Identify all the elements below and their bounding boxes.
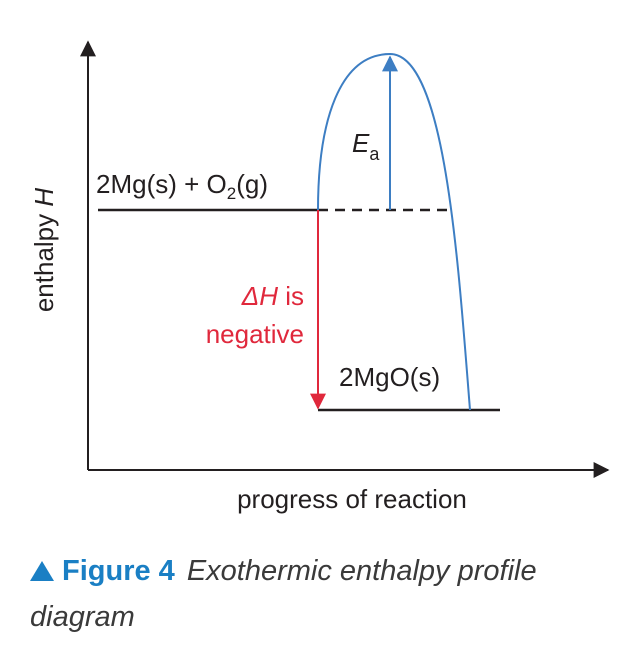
triangle-icon (30, 561, 54, 581)
x-axis-label: progress of reaction (237, 484, 467, 514)
reactants-label: 2Mg(s) + O2(g) (96, 169, 268, 203)
activation-energy-label: Ea (352, 128, 380, 164)
enthalpy-profile-diagram: enthalpy H progress of reaction 2Mg(s) +… (29, 40, 610, 514)
figure-caption: Figure 4 Exothermic enthalpy profile diag… (30, 548, 620, 640)
energy-profile-curve (317, 52, 471, 411)
reactants-subscript: 2 (227, 184, 236, 203)
delta-h-label-line1: ΔH is (241, 281, 304, 311)
y-axis-label: enthalpy H (29, 188, 59, 313)
products-label: 2MgO(s) (339, 362, 440, 392)
figure-caption-text: Exothermic enthalpy profile diagram (30, 555, 537, 633)
y-axis-symbol: H (29, 188, 59, 207)
y-axis-label-text: enthalpy (29, 214, 59, 312)
delta-h-label-line2: negative (206, 319, 304, 349)
figure-label: Figure 4 (62, 555, 175, 587)
